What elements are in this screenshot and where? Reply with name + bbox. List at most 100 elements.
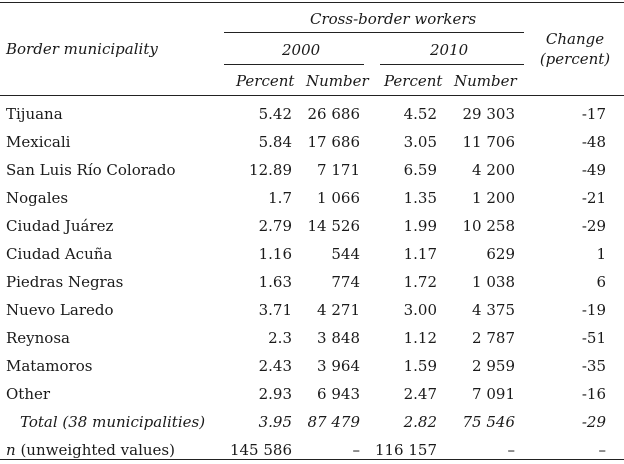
cell-p2010: 3.05 xyxy=(403,133,437,151)
total-label: Total (38 municipalities) xyxy=(20,413,206,431)
cell-p2000: 145 586 xyxy=(229,441,292,459)
cell-change: – xyxy=(598,441,607,459)
cell-n2000: 6 943 xyxy=(317,385,360,403)
cell-p2000: 5.42 xyxy=(258,105,292,123)
n-label-rest: (unweighted values) xyxy=(15,441,175,459)
cell-p2010: 1.99 xyxy=(403,217,437,235)
municipality-name: Tijuana xyxy=(6,105,63,123)
municipality-name: Ciudad Acuña xyxy=(6,245,113,263)
cell-p2000: 1.7 xyxy=(268,189,292,207)
cell-n2000: 87 479 xyxy=(307,413,361,431)
header-rule xyxy=(0,95,624,96)
cell-p2000: 1.63 xyxy=(258,273,292,291)
cell-n2000: 774 xyxy=(331,273,360,291)
bottom-rule xyxy=(0,459,624,460)
percent-2010-header: Percent xyxy=(384,72,443,90)
cell-p2010: 1.35 xyxy=(403,189,437,207)
year-2010-header: 2010 xyxy=(430,41,469,59)
cell-p2000: 2.93 xyxy=(258,385,292,403)
municipality-column-header: Border municipality xyxy=(6,40,158,58)
cell-p2010: 1.12 xyxy=(403,329,437,347)
cell-n2010: 10 258 xyxy=(462,217,516,235)
municipality-name: Reynosa xyxy=(6,329,70,347)
n-row: n (unweighted values) 145 586–116 157– – xyxy=(0,436,624,464)
table-row: Piedras Negras 1.63 774 1.72 1 038 6 xyxy=(0,268,624,296)
cell-n2010: 11 706 xyxy=(462,133,516,151)
table-row: Tijuana 5.42 26 686 4.52 29 303 -17 xyxy=(0,100,624,128)
cell-n2000: 544 xyxy=(331,245,360,263)
cell-p2010: 116 157 xyxy=(374,441,437,459)
cell-p2010: 6.59 xyxy=(403,161,437,179)
cell-p2010: 3.00 xyxy=(403,301,437,319)
percent-2000-header: Percent xyxy=(236,72,295,90)
cell-n2000: 1 066 xyxy=(317,189,360,207)
table-row: San Luis Río Colorado 12.89 7 171 6.59 4 200… xyxy=(0,156,624,184)
table-row: Ciudad Acuña 1.16 544 1.17 629 1 xyxy=(0,240,624,268)
municipality-name: Other xyxy=(6,385,51,403)
number-2010-header: Number xyxy=(454,72,517,90)
change-header-line1: Change xyxy=(545,30,605,48)
year-2010-rule xyxy=(380,64,524,65)
cell-p2010: 1.17 xyxy=(403,245,437,263)
municipality-name: San Luis Río Colorado xyxy=(6,161,176,179)
cell-n2010: – xyxy=(507,441,516,459)
group-header-cross-border: Cross-border workers xyxy=(310,10,477,28)
cell-n2010: 1 038 xyxy=(472,273,515,291)
municipality-name: Nuevo Laredo xyxy=(6,301,114,319)
cell-p2000: 12.89 xyxy=(249,161,292,179)
cell-change: -17 xyxy=(581,105,606,123)
municipality-name: Ciudad Juárez xyxy=(6,217,114,235)
number-2000-header: Number xyxy=(306,72,369,90)
cell-p2000: 3.95 xyxy=(258,413,292,431)
table-row: Matamoros 2.43 3 964 1.59 2 959 -35 xyxy=(0,352,624,380)
cell-p2010: 2.47 xyxy=(403,385,437,403)
cell-n2010: 4 375 xyxy=(472,301,515,319)
cell-p2000: 2.3 xyxy=(268,329,292,347)
group-header-rule xyxy=(224,32,524,33)
cell-p2010: 1.72 xyxy=(403,273,437,291)
cell-n2000: 4 271 xyxy=(317,301,360,319)
cell-n2000: 17 686 xyxy=(307,133,361,151)
year-2000-rule xyxy=(224,64,364,65)
cell-n2000: 7 171 xyxy=(317,161,360,179)
total-row: Total (38 municipalities) 3.95 87 479 2.82 7… xyxy=(0,408,624,436)
cell-change: -51 xyxy=(581,329,606,347)
n-row-label: n (unweighted values) xyxy=(6,441,175,459)
change-header-line2: (percent) xyxy=(539,50,611,68)
cell-p2000: 1.16 xyxy=(258,245,292,263)
cell-p2000: 2.43 xyxy=(258,357,292,375)
cell-n2000: 3 964 xyxy=(317,357,360,375)
table-row: Reynosa 2.3 3 848 1.12 2 787 -51 xyxy=(0,324,624,352)
cell-change: -35 xyxy=(581,357,606,375)
cell-change: -16 xyxy=(581,385,606,403)
municipality-name: Nogales xyxy=(6,189,69,207)
cell-n2010: 29 303 xyxy=(462,105,516,123)
cell-change: 6 xyxy=(596,273,606,291)
table-row: Mexicali 5.84 17 686 3.05 11 706 -48 xyxy=(0,128,624,156)
cell-n2010: 7 091 xyxy=(472,385,515,403)
cell-n2000: 14 526 xyxy=(307,217,361,235)
cell-n2010: 629 xyxy=(486,245,515,263)
cell-change: -21 xyxy=(581,189,606,207)
cell-change: -49 xyxy=(581,161,606,179)
cell-change: -29 xyxy=(581,217,606,235)
cell-change: -48 xyxy=(581,133,606,151)
cell-p2000: 2.79 xyxy=(258,217,292,235)
year-2000-header: 2000 xyxy=(282,41,321,59)
cell-n2000: 3 848 xyxy=(317,329,360,347)
cell-n2010: 2 787 xyxy=(472,329,515,347)
cell-p2000: 5.84 xyxy=(258,133,292,151)
cell-n2010: 2 959 xyxy=(472,357,515,375)
table-row: Other 2.93 6 943 2.47 7 091 -16 xyxy=(0,380,624,408)
cell-p2010: 4.52 xyxy=(403,105,437,123)
cell-p2010: 2.82 xyxy=(403,413,437,431)
cell-n2000: – xyxy=(352,441,361,459)
cell-change: -19 xyxy=(581,301,606,319)
cell-change: -29 xyxy=(581,413,606,431)
cell-n2000: 26 686 xyxy=(307,105,361,123)
cell-n2010: 1 200 xyxy=(472,189,515,207)
cell-n2010: 75 546 xyxy=(462,413,516,431)
municipality-name: Mexicali xyxy=(6,133,71,151)
n-label: n xyxy=(6,441,16,459)
